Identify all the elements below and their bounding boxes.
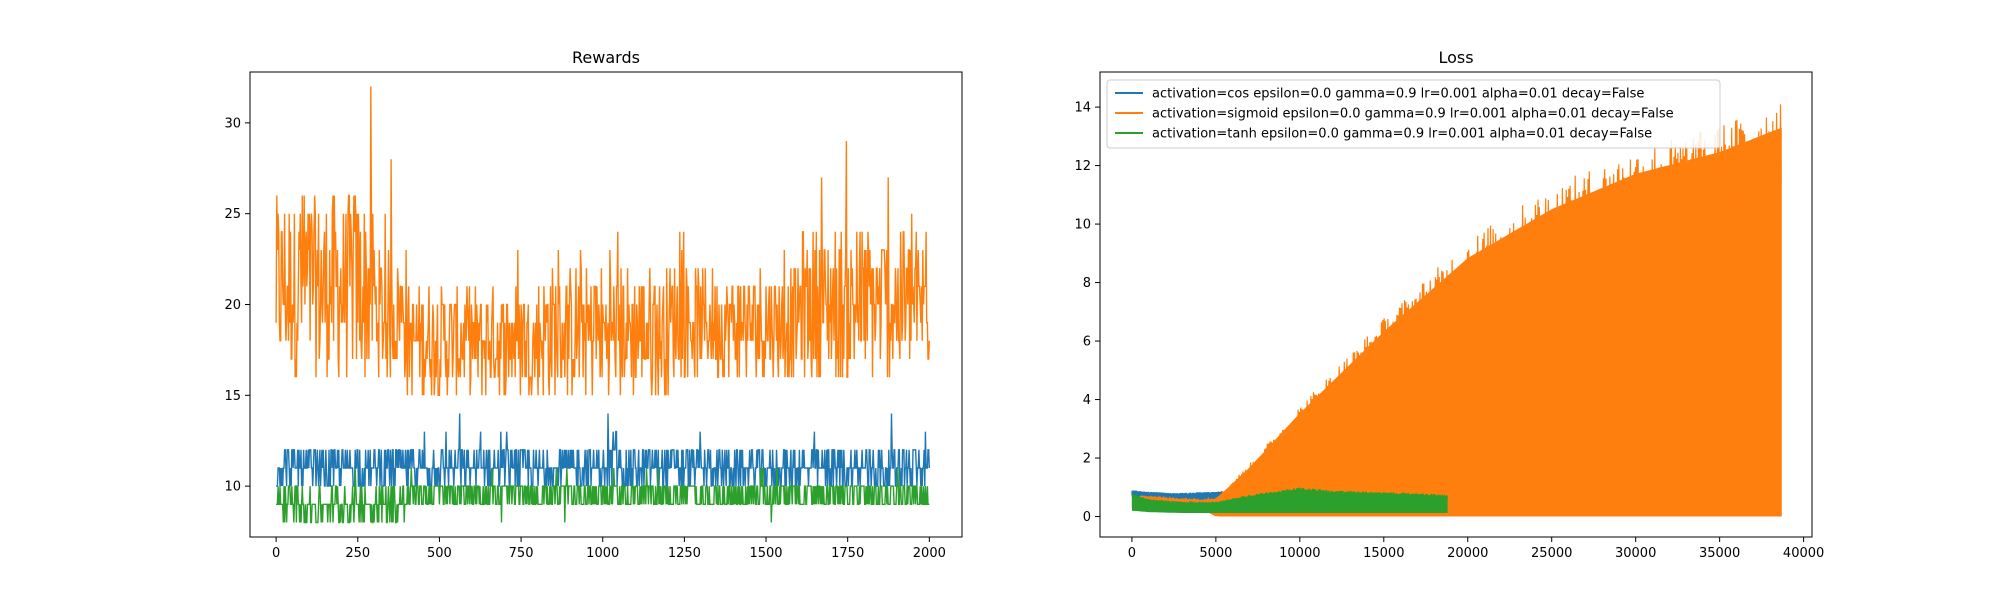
y-tick-label: 12 bbox=[1074, 159, 1091, 174]
y-tick-label: 6 bbox=[1083, 335, 1091, 350]
x-tick-label: 20000 bbox=[1447, 546, 1488, 561]
x-tick-label: 25000 bbox=[1531, 546, 1572, 561]
x-tick-label: 30000 bbox=[1615, 546, 1656, 561]
y-tick-label: 4 bbox=[1083, 393, 1091, 408]
x-tick-label: 2000 bbox=[913, 546, 946, 561]
legend-box bbox=[1106, 79, 1721, 149]
loss-legend: activation=cos epsilon=0.0 gamma=0.9 lr=… bbox=[1106, 79, 1721, 149]
y-tick-label: 8 bbox=[1083, 276, 1091, 291]
legend-label: activation=tanh epsilon=0.0 gamma=0.9 lr… bbox=[1152, 127, 1652, 142]
x-tick-label: 40000 bbox=[1783, 546, 1824, 561]
x-tick-label: 35000 bbox=[1699, 546, 1740, 561]
x-tick-label: 0 bbox=[272, 546, 280, 561]
rewards-frame bbox=[249, 71, 963, 538]
legend-label: activation=sigmoid epsilon=0.0 gamma=0.9… bbox=[1152, 107, 1674, 122]
y-tick-label: 2 bbox=[1083, 452, 1091, 467]
x-tick-label: 500 bbox=[427, 546, 452, 561]
rewards-series-line-1 bbox=[276, 413, 930, 487]
loss-series-line-0 bbox=[1131, 490, 1234, 496]
loss-series-line-1 bbox=[1139, 104, 1782, 504]
y-tick-label: 15 bbox=[224, 389, 241, 404]
x-tick-label: 5000 bbox=[1199, 546, 1232, 561]
loss-frame bbox=[1099, 71, 1813, 538]
y-tick-label: 20 bbox=[224, 298, 241, 313]
x-tick-label: 1000 bbox=[586, 546, 619, 561]
x-tick-label: 1500 bbox=[749, 546, 782, 561]
y-tick-label: 10 bbox=[224, 480, 241, 495]
rewards-series-line-0 bbox=[275, 86, 930, 396]
loss-panel: Loss 0 5000 10000 15000 20000 25000 30000 35000… bbox=[1074, 48, 1824, 561]
x-tick-label: 750 bbox=[509, 546, 534, 561]
x-tick-label: 1750 bbox=[831, 546, 864, 561]
x-tick-label: 0 bbox=[1128, 546, 1136, 561]
rewards-panel: Rewards 0 250 500 750 1000 1250 1500 1750 2000 10… bbox=[224, 48, 963, 561]
x-tick-label: 250 bbox=[345, 546, 370, 561]
x-tick-label: 10000 bbox=[1279, 546, 1320, 561]
y-tick-label: 25 bbox=[224, 207, 241, 222]
y-tick-label: 10 bbox=[1074, 218, 1091, 233]
loss-series-line-2 bbox=[1131, 487, 1448, 507]
x-tick-label: 1250 bbox=[668, 546, 701, 561]
y-tick-label: 0 bbox=[1083, 510, 1091, 525]
y-tick-label: 30 bbox=[224, 116, 241, 131]
y-tick-label: 14 bbox=[1074, 101, 1091, 116]
legend-label: activation=cos epsilon=0.0 gamma=0.9 lr=… bbox=[1152, 87, 1644, 102]
rewards-title: Rewards bbox=[572, 48, 640, 67]
rewards-series-line-2 bbox=[276, 467, 930, 524]
x-tick-label: 15000 bbox=[1363, 546, 1404, 561]
loss-title: Loss bbox=[1438, 48, 1473, 67]
